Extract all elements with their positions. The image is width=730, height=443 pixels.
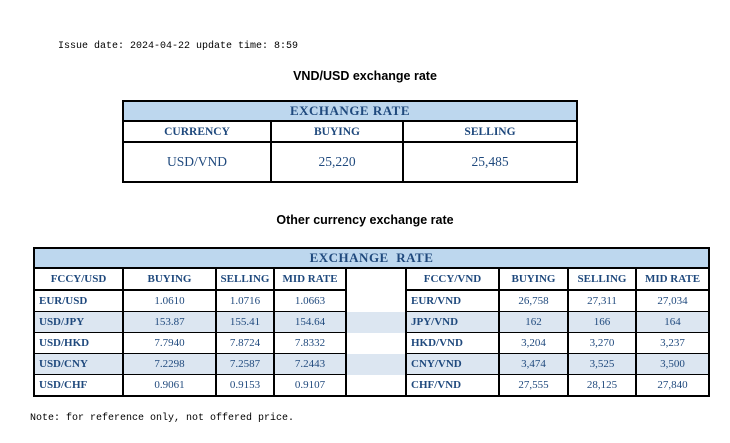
mid-vnd-cell: 3,237 [635,332,710,354]
col-header-buying-vnd: BUYING [498,267,569,291]
rate-row: USD/JPY 153.87 155.41 154.64 JPY/VND 162… [33,311,710,333]
rate-row: USD/HKD 7.7940 7.8724 7.8332 HKD/VND 3,2… [33,332,710,354]
sell-usd-cell: 1.0716 [215,289,275,312]
usd-table-title: VND/USD exchange rate [293,69,437,83]
mid-vnd-cell: 3,500 [635,353,710,375]
column-header-row: CURRENCY BUYING SELLING [122,120,578,143]
rate-row: USD/CHF 0.9061 0.9153 0.9107 CHF/VND 27,… [33,374,710,397]
buy-usd-cell: 0.9061 [122,374,217,397]
pair-vnd-cell: JPY/VND [405,311,500,333]
sell-usd-cell: 155.41 [215,311,275,333]
sell-usd-cell: 7.8724 [215,332,275,354]
table-band-row: EXCHANGE RATE [33,247,710,269]
col-header-selling: SELLING [402,120,578,143]
sell-vnd-cell: 3,525 [567,353,637,375]
sell-vnd-cell: 28,125 [567,374,637,397]
pair-vnd-cell: CHF/VND [405,374,500,397]
mid-vnd-cell: 164 [635,311,710,333]
currency-pair-cell: USD/VND [122,141,272,183]
buy-usd-cell: 7.2298 [122,353,217,375]
col-header-midrate-vnd: MID RATE [635,267,710,291]
buying-rate-cell: 25,220 [270,141,404,183]
mid-vnd-cell: 27,840 [635,374,710,397]
sell-usd-cell: 0.9153 [215,374,275,397]
buy-usd-cell: 1.0610 [122,289,217,312]
buy-vnd-cell: 3,204 [498,332,569,354]
gap-cell [345,268,407,290]
col-header-selling-usd: SELLING [215,267,275,291]
col-header-currency: CURRENCY [122,120,272,143]
pair-usd-cell: USD/JPY [33,311,124,333]
rate-row: USD/VND 25,220 25,485 [122,141,578,183]
buy-usd-cell: 7.7940 [122,332,217,354]
col-header-buying: BUYING [270,120,404,143]
buy-vnd-cell: 27,555 [498,374,569,397]
issue-date-line: Issue date: 2024-04-22 update time: 8:59 [58,41,299,52]
pair-vnd-cell: CNY/VND [405,353,500,375]
note-line: Note: for reference only, not offered pr… [30,413,295,424]
mid-usd-cell: 7.8332 [273,332,347,354]
mid-vnd-cell: 27,034 [635,289,710,312]
other-currency-rate-table: EXCHANGE RATE FCCY/USD BUYING SELLING MI… [33,247,710,397]
sell-vnd-cell: 27,311 [567,289,637,312]
col-header-selling-vnd: SELLING [567,267,637,291]
buy-vnd-cell: 162 [498,311,569,333]
col-header-buying-usd: BUYING [122,267,217,291]
mid-usd-cell: 7.2443 [273,353,347,375]
mid-usd-cell: 154.64 [273,311,347,333]
sell-vnd-cell: 166 [567,311,637,333]
pair-usd-cell: USD/CHF [33,374,124,397]
pair-usd-cell: USD/CNY [33,353,124,375]
table-band-label: EXCHANGE RATE [122,100,578,122]
buy-vnd-cell: 26,758 [498,289,569,312]
pair-vnd-cell: EUR/VND [405,289,500,312]
gap-cell [345,332,407,354]
pair-vnd-cell: HKD/VND [405,332,500,354]
col-header-midrate-usd: MID RATE [273,267,347,291]
rate-row: USD/CNY 7.2298 7.2587 7.2443 CNY/VND 3,4… [33,353,710,375]
gap-cell [345,353,407,375]
table-band-label: EXCHANGE RATE [33,247,710,269]
table-band-row: EXCHANGE RATE [122,100,578,122]
selling-rate-cell: 25,485 [402,141,578,183]
rate-row: EUR/USD 1.0610 1.0716 1.0663 EUR/VND 26,… [33,289,710,312]
pair-usd-cell: USD/HKD [33,332,124,354]
pair-usd-cell: EUR/USD [33,289,124,312]
mid-usd-cell: 1.0663 [273,289,347,312]
gap-cell [345,374,407,396]
gap-cell [345,311,407,333]
gap-cell [345,290,407,312]
buy-usd-cell: 153.87 [122,311,217,333]
other-table-title: Other currency exchange rate [276,213,454,227]
col-header-fccy-usd: FCCY/USD [33,267,124,291]
buy-vnd-cell: 3,474 [498,353,569,375]
sell-usd-cell: 7.2587 [215,353,275,375]
col-header-fccy-vnd: FCCY/VND [405,267,500,291]
mid-usd-cell: 0.9107 [273,374,347,397]
usd-vnd-rate-table: EXCHANGE RATE CURRENCY BUYING SELLING US… [122,100,578,183]
sell-vnd-cell: 3,270 [567,332,637,354]
column-header-row: FCCY/USD BUYING SELLING MID RATE FCCY/VN… [33,267,710,291]
